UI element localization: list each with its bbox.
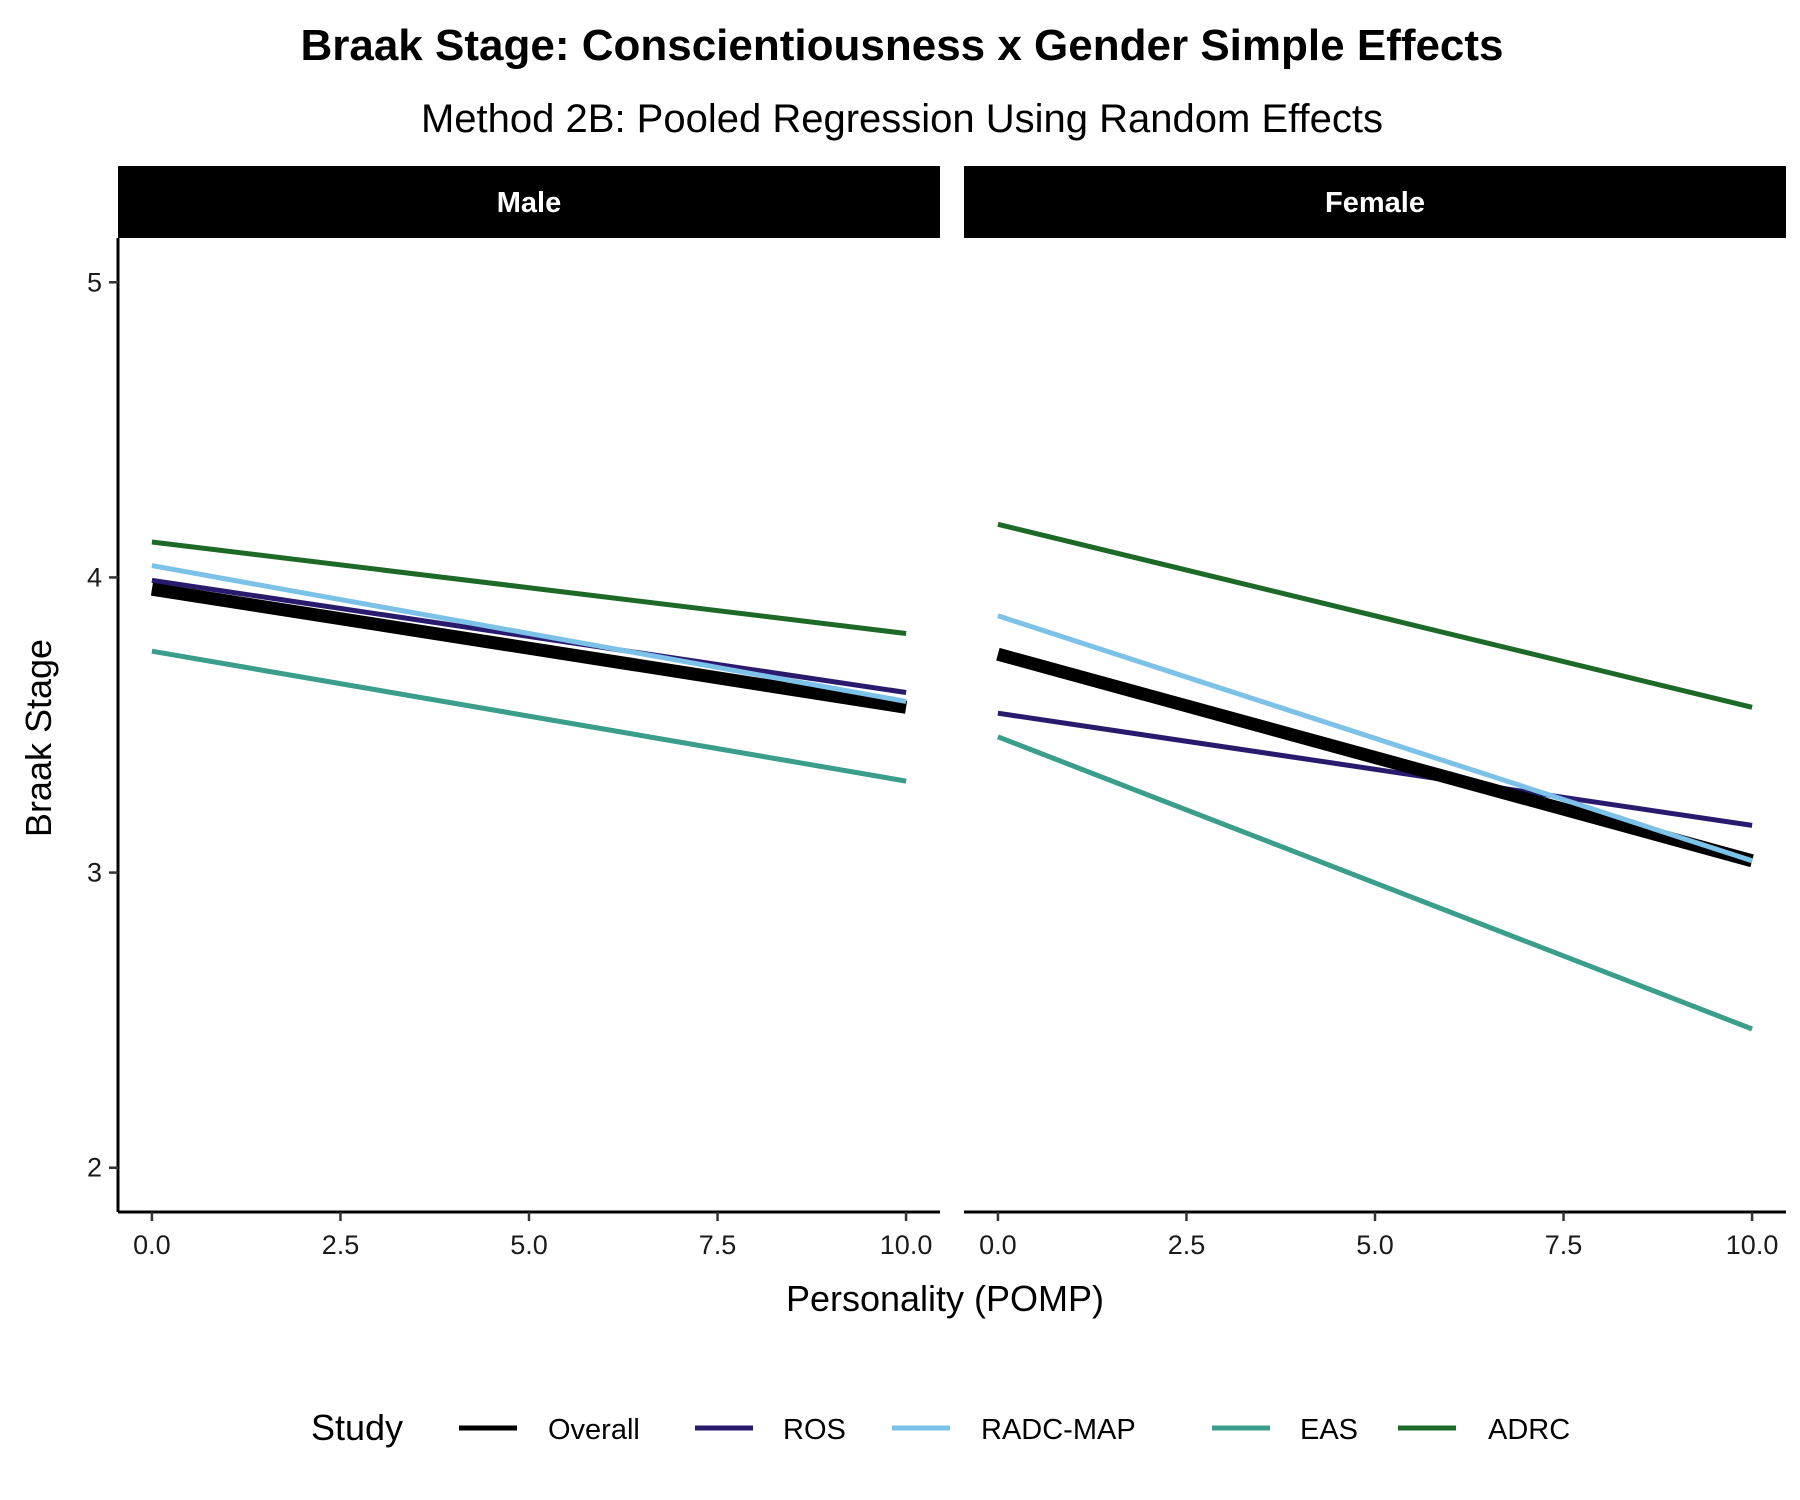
legend-label: RADC-MAP	[981, 1414, 1136, 1446]
facet-strip-label: Female	[1325, 187, 1425, 219]
y-tick-label: 2	[87, 1153, 102, 1183]
legend-item-radc-map: RADC-MAP	[892, 1414, 1136, 1446]
series-line-eas	[996, 734, 1754, 1032]
legend-item-adrc: ADRC	[1398, 1414, 1570, 1446]
legend-label: ROS	[783, 1414, 846, 1446]
facet-male: Male 2 3 4 5 0.0 2.5 5.0 7.5 10.0	[87, 166, 940, 1260]
facet-strip	[964, 166, 1786, 238]
x-tick-label: 7.5	[699, 1230, 737, 1260]
x-tick-label: 5.0	[510, 1230, 548, 1260]
facet-female: Female 0.0 2.5 5.0 7.5 10.0	[964, 166, 1786, 1260]
chart-title: Braak Stage: Conscientiousness x Gender …	[300, 21, 1503, 70]
y-tick-label: 4	[87, 562, 102, 592]
facet-strip-label: Male	[497, 187, 561, 219]
legend-title: Study	[311, 1407, 403, 1448]
series-line-adrc	[151, 539, 907, 636]
facet-panels: Male 2 3 4 5 0.0 2.5 5.0 7.5 10.0 Female 0.0 2.5 5.0 7…	[87, 166, 1786, 1260]
series-line-overall	[150, 582, 908, 714]
series-line-eas	[151, 648, 907, 784]
x-tick-label: 0.0	[133, 1230, 171, 1260]
legend: Study Overall ROS RADC-MAP EAS ADRC	[311, 1407, 1570, 1448]
x-axis-title: Personality (POMP)	[786, 1278, 1104, 1319]
series-line-radc-map	[151, 563, 907, 704]
legend-label: ADRC	[1488, 1414, 1570, 1446]
series-line-radc-map	[997, 613, 1753, 864]
facet-strip	[118, 166, 940, 238]
legend-item-ros: ROS	[695, 1414, 846, 1446]
legend-label: Overall	[548, 1414, 640, 1446]
series-line-adrc	[997, 521, 1753, 710]
series-line-ros	[997, 710, 1753, 828]
series-line-ros	[151, 577, 907, 695]
x-tick-label: 5.0	[1356, 1230, 1394, 1260]
x-tick-label: 2.5	[322, 1230, 360, 1260]
y-axis-title: Braak Stage	[18, 639, 59, 837]
x-tick-label: 2.5	[1168, 1230, 1206, 1260]
legend-item-eas: EAS	[1212, 1414, 1358, 1446]
y-tick-label: 5	[87, 267, 102, 297]
series-line-overall	[996, 647, 1754, 868]
x-tick-label: 10.0	[880, 1230, 933, 1260]
chart-subtitle: Method 2B: Pooled Regression Using Rando…	[421, 97, 1383, 141]
x-tick-label: 10.0	[1726, 1230, 1779, 1260]
x-tick-label: 0.0	[979, 1230, 1017, 1260]
x-tick-label: 7.5	[1545, 1230, 1583, 1260]
y-tick-label: 3	[87, 858, 102, 888]
legend-item-overall: Overall	[459, 1414, 640, 1446]
legend-label: EAS	[1300, 1414, 1358, 1446]
